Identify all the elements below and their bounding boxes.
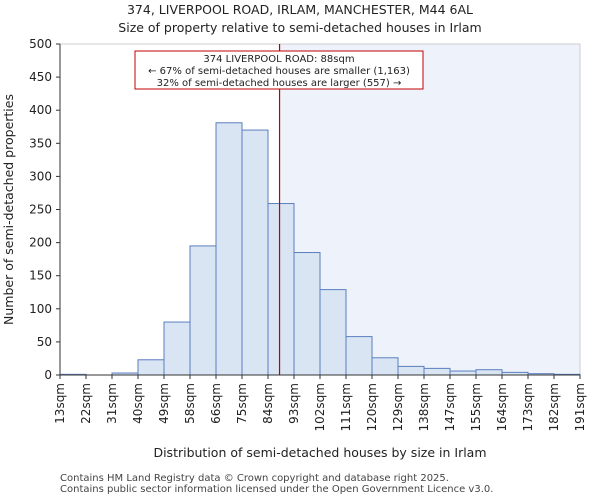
x-tick-label-120sqm: 120sqm <box>365 383 379 431</box>
y-tick-label-500: 500 <box>29 37 52 51</box>
x-tick-label-13sqm: 13sqm <box>53 383 67 424</box>
bar-75sqm <box>241 129 269 376</box>
x-tick-label-49sqm: 49sqm <box>157 383 171 424</box>
bar-93sqm <box>293 252 321 376</box>
y-tick-label-100: 100 <box>29 302 52 316</box>
bar-147sqm <box>449 370 477 376</box>
x-tick-label-58sqm: 58sqm <box>183 383 197 424</box>
x-tick-label-191sqm: 191sqm <box>573 383 587 431</box>
y-tick-label-250: 250 <box>29 203 52 217</box>
x-tick-label-155sqm: 155sqm <box>469 383 483 431</box>
annotation-smaller: ← 67% of semi-detached houses are smalle… <box>148 66 410 77</box>
bar-111sqm <box>345 336 373 376</box>
annotation-larger: 32% of semi-detached houses are larger (… <box>157 78 402 89</box>
footer-line-2: Contains public sector information licen… <box>60 484 494 495</box>
chart-subtitle: Size of property relative to semi-detach… <box>118 20 482 35</box>
bar-155sqm <box>475 369 503 376</box>
x-tick-label-173sqm: 173sqm <box>521 383 535 431</box>
y-tick-label-50: 50 <box>37 335 52 349</box>
chart-title: 374, LIVERPOOL ROAD, IRLAM, MANCHESTER, … <box>126 2 474 17</box>
annotation-box <box>134 50 424 90</box>
bar-84sqm <box>267 203 295 376</box>
y-tick-label-350: 350 <box>29 136 52 150</box>
bar-102sqm <box>319 289 347 376</box>
y-tick-label-450: 450 <box>29 70 52 84</box>
bar-58sqm <box>189 245 217 376</box>
y-tick-label-150: 150 <box>29 269 52 283</box>
y-tick-label-200: 200 <box>29 236 52 250</box>
x-tick-label-147sqm: 147sqm <box>443 383 457 431</box>
y-tick-label-400: 400 <box>29 103 52 117</box>
x-tick-label-129sqm: 129sqm <box>391 383 405 431</box>
x-tick-label-84sqm: 84sqm <box>261 383 275 424</box>
x-tick-label-75sqm: 75sqm <box>235 383 249 424</box>
x-tick-label-31sqm: 31sqm <box>105 383 119 424</box>
bar-129sqm <box>397 365 425 376</box>
x-axis-title: Distribution of semi-detached houses by … <box>153 445 486 460</box>
x-tick-label-102sqm: 102sqm <box>313 383 327 431</box>
annotation-title: 374 LIVERPOOL ROAD: 88sqm <box>203 54 354 65</box>
x-tick-label-93sqm: 93sqm <box>287 383 301 424</box>
y-tick-label-300: 300 <box>29 169 52 183</box>
x-tick-label-111sqm: 111sqm <box>339 383 353 431</box>
x-tick-label-66sqm: 66sqm <box>209 383 223 424</box>
bar-49sqm <box>163 321 191 376</box>
x-tick-label-22sqm: 22sqm <box>79 383 93 424</box>
bar-66sqm <box>215 122 243 376</box>
x-tick-label-182sqm: 182sqm <box>547 383 561 431</box>
y-axis-title: Number of semi-detached properties <box>1 94 16 325</box>
x-tick-label-164sqm: 164sqm <box>495 383 509 431</box>
x-tick-label-138sqm: 138sqm <box>417 383 431 431</box>
footer-line-1: Contains HM Land Registry data © Crown c… <box>60 473 449 484</box>
bar-120sqm <box>371 357 399 376</box>
bar-138sqm <box>423 367 451 376</box>
y-tick-label-0: 0 <box>44 368 52 382</box>
x-tick-label-40sqm: 40sqm <box>131 383 145 424</box>
bar-40sqm <box>137 359 165 376</box>
